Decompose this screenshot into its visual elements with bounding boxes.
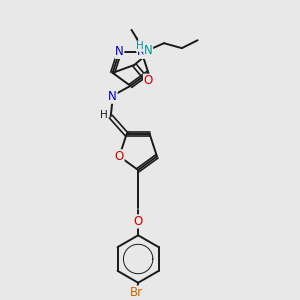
- Text: O: O: [144, 74, 153, 87]
- Text: Br: Br: [130, 286, 143, 299]
- Text: N: N: [144, 44, 153, 57]
- Text: N: N: [137, 45, 146, 58]
- Text: N: N: [115, 45, 124, 58]
- Text: O: O: [115, 150, 124, 163]
- Text: N: N: [108, 90, 117, 103]
- Text: O: O: [134, 215, 143, 228]
- Text: H: H: [136, 41, 144, 51]
- Text: H: H: [100, 110, 108, 121]
